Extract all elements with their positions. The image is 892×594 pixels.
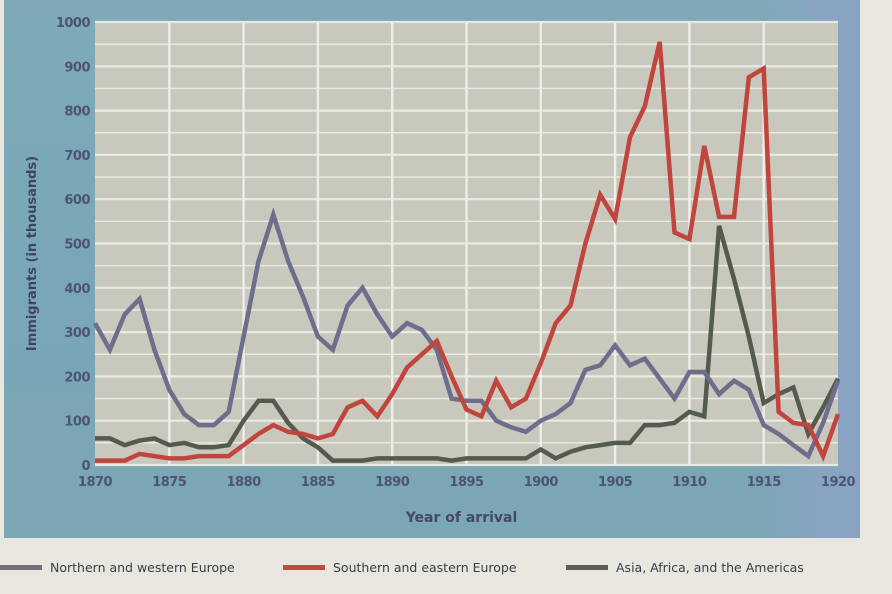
- x-tick-label: 1905: [598, 475, 633, 490]
- y-tick-label: 400: [64, 282, 90, 297]
- y-tick-label: 500: [64, 238, 90, 253]
- x-tick-label: 1875: [152, 475, 187, 490]
- legend-item-asia-africa-americas: Asia, Africa, and the Americas: [566, 560, 804, 575]
- legend-label: Asia, Africa, and the Americas: [616, 560, 804, 575]
- x-tick-label: 1880: [227, 475, 262, 490]
- x-tick-label: 1910: [672, 475, 707, 490]
- x-tick-label: 1895: [449, 475, 484, 490]
- y-tick-label: 900: [64, 60, 90, 75]
- x-tick-label: 1915: [747, 475, 782, 490]
- y-tick-label: 700: [64, 149, 90, 164]
- series-lines: [93, 41, 841, 463]
- y-tick-label: 100: [64, 415, 90, 430]
- x-tick-label: 1885: [301, 475, 336, 490]
- y-tick-label: 800: [64, 105, 90, 120]
- series-line-1: [95, 41, 841, 463]
- x-tick-label: 1920: [821, 475, 856, 490]
- x-tick-label: 1890: [375, 475, 410, 490]
- chart-legend: Northern and western Europe Southern and…: [0, 558, 892, 582]
- y-tick-label: 0: [81, 459, 90, 474]
- legend-swatch: [0, 565, 42, 570]
- y-tick-label: 600: [64, 193, 90, 208]
- y-tick-label: 200: [64, 370, 90, 385]
- legend-swatch: [283, 565, 325, 570]
- series-line-0: [93, 207, 841, 460]
- y-axis-label: Immigrants (in thousands): [25, 156, 40, 351]
- series-line-2: [95, 225, 840, 463]
- x-axis-ticks: 1870 1875 1880 1885 1890 1895 1900 1905 1910 1915…: [78, 475, 856, 490]
- legend-swatch: [566, 565, 608, 570]
- x-axis-label: Year of arrival: [405, 510, 518, 526]
- legend-label: Southern and eastern Europe: [333, 560, 517, 575]
- y-tick-label: 1000: [56, 16, 91, 31]
- y-axis-ticks: 0 100 200 300 400 500 600 700 800 900 1000: [56, 16, 91, 474]
- legend-label: Northern and western Europe: [50, 560, 235, 575]
- x-tick-label: 1900: [524, 475, 559, 490]
- legend-item-northern-western-europe: Northern and western Europe: [0, 560, 235, 575]
- x-tick-label: 1870: [78, 475, 113, 490]
- legend-item-southern-eastern-europe: Southern and eastern Europe: [283, 560, 517, 575]
- y-tick-label: 300: [64, 326, 90, 341]
